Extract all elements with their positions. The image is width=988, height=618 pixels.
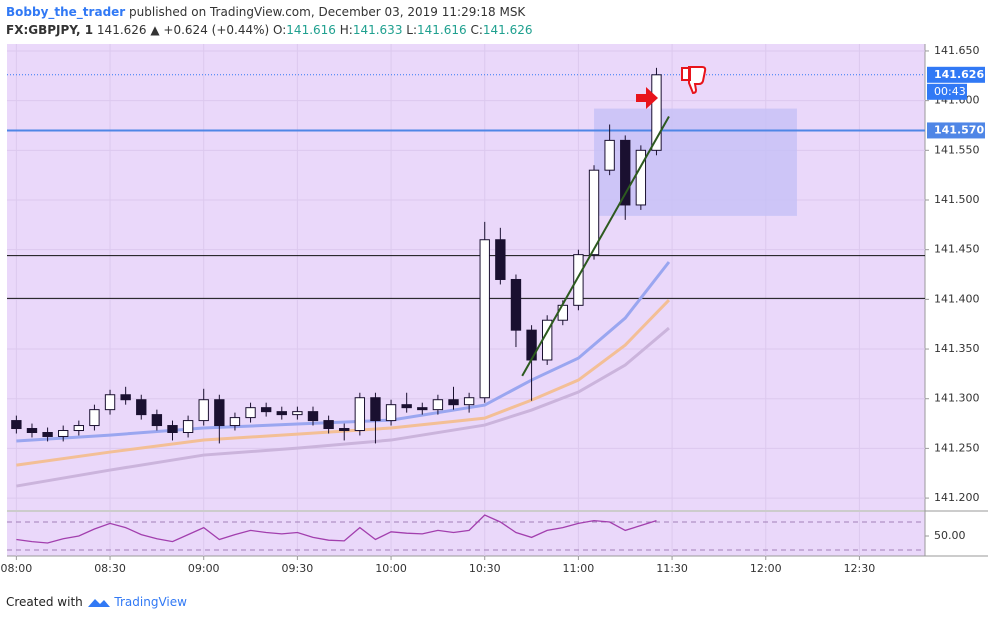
o-label: O: <box>273 23 287 37</box>
candle-body <box>354 397 366 432</box>
candle-body <box>651 74 662 151</box>
candle-body <box>229 417 241 427</box>
candle-body <box>401 404 412 409</box>
footer: Created with TradingView <box>6 592 187 609</box>
author[interactable]: Bobby_the_trader <box>6 5 126 19</box>
price-label: 141.626 <box>934 68 984 81</box>
moving-average <box>16 299 671 467</box>
h-label: H: <box>339 23 353 37</box>
candle-body <box>510 278 522 331</box>
arrow-icon <box>636 87 658 109</box>
candle-body <box>26 428 38 433</box>
candle-body <box>370 397 381 422</box>
h: 141.633 <box>352 23 403 37</box>
x-tick-label: 12:00 <box>750 562 782 575</box>
candle-body <box>604 139 615 171</box>
candle-body <box>58 430 69 437</box>
candle-body <box>73 425 84 432</box>
x-tick-label: 09:30 <box>282 562 314 575</box>
candle-body <box>417 407 428 411</box>
countdown: 00:43 <box>934 85 966 98</box>
x-tick-label: 10:30 <box>469 562 501 575</box>
brand[interactable]: TradingView <box>114 595 187 609</box>
candle-body <box>245 407 256 419</box>
candle-body <box>89 409 100 427</box>
last: 141.626 <box>96 23 147 37</box>
osc-tick-label: 50.00 <box>934 529 966 542</box>
trend-line <box>521 116 670 377</box>
x-tick-label: 08:30 <box>94 562 126 575</box>
c: 141.626 <box>482 23 533 37</box>
symbol: FX:GBPJPY, 1 <box>6 23 94 37</box>
published: published on TradingView.com, December 0… <box>129 5 526 19</box>
candle-body <box>214 399 225 427</box>
price-box <box>927 66 985 83</box>
countdown-box <box>927 83 967 100</box>
symbol-line: FX:GBPJPY, 1 141.626 ▲ +0.624 (+0.44%) O… <box>6 21 533 39</box>
y-tick-label: 141.350 <box>934 342 980 355</box>
candle-body <box>635 149 647 206</box>
candle-body <box>120 394 131 401</box>
candle-body <box>448 399 459 406</box>
candle-body <box>307 411 319 422</box>
created: Created with <box>6 595 83 609</box>
candle-body <box>588 169 600 256</box>
x-tick-label: 12:30 <box>844 562 876 575</box>
y-tick-label: 141.250 <box>934 441 980 454</box>
chart: 141.200 141.250 141.300 141.350 141.400 141.4… <box>1 44 988 575</box>
candle-body <box>198 399 209 422</box>
y-tick-label: 141.650 <box>934 44 980 57</box>
price-box <box>927 122 985 139</box>
candle-body <box>42 431 53 437</box>
candle-body <box>339 428 350 432</box>
x-tick-label: 11:30 <box>656 562 688 575</box>
candle-body <box>276 411 287 416</box>
logo <box>87 599 110 607</box>
y-tick-label: 141.400 <box>934 292 980 305</box>
candle-body <box>557 304 568 321</box>
y-tick-label: 141.200 <box>934 491 980 504</box>
oscillator-line <box>16 514 657 544</box>
y-tick-label: 141.500 <box>934 193 980 206</box>
o: 141.616 <box>286 23 336 37</box>
x-tick-label: 08:00 <box>1 562 33 575</box>
candle-body <box>323 420 334 430</box>
candle-body <box>432 399 444 411</box>
candle-body <box>385 404 397 422</box>
candle-body <box>573 254 584 306</box>
x-tick-label: 11:00 <box>563 562 595 575</box>
y-tick-label: 141.300 <box>934 392 980 405</box>
moving-average <box>16 326 670 488</box>
candle-body <box>292 411 303 416</box>
candle-body <box>182 420 194 433</box>
candle-body <box>104 394 116 411</box>
plot: 141.200 141.250 141.300 141.350 141.400 141.4… <box>1 44 985 575</box>
price-label: 141.570 <box>934 123 984 136</box>
y-tick-label: 141.450 <box>934 243 980 256</box>
thumbs-down-icon <box>681 66 707 95</box>
candle-body <box>479 239 490 399</box>
x-tick-label: 09:00 <box>188 562 220 575</box>
header: Bobby_the_trader published on TradingVie… <box>6 3 533 39</box>
c-label: C: <box>470 23 483 37</box>
x-tick-label: 10:00 <box>375 562 407 575</box>
candle-body <box>167 425 178 433</box>
l: 141.616 <box>417 23 467 37</box>
candle-body <box>463 397 475 406</box>
l-label: L: <box>406 23 418 37</box>
osc-bg <box>7 512 925 556</box>
candle-body <box>151 414 163 427</box>
publish-line: Bobby_the_trader published on TradingVie… <box>6 3 533 21</box>
candle-body <box>260 407 272 413</box>
candle-body <box>620 139 631 206</box>
y-tick-label: 141.550 <box>934 143 980 156</box>
candle-body <box>136 399 147 416</box>
candle-body <box>495 239 506 280</box>
change: ▲ +0.624 (+0.44%) <box>150 23 270 37</box>
candle-body <box>11 420 22 430</box>
